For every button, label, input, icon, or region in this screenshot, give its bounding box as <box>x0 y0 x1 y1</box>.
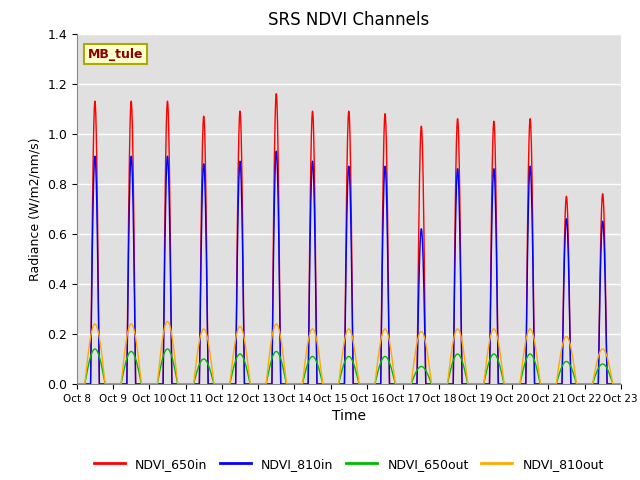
NDVI_810in <box>108 381 116 387</box>
NDVI_650in <box>310 169 318 175</box>
NDVI_650out <box>86 354 94 360</box>
NDVI_810in <box>193 381 201 387</box>
NDVI_810in <box>310 208 318 214</box>
NDVI_650out <box>193 367 201 373</box>
NDVI_650out <box>108 381 116 387</box>
NDVI_810out <box>516 381 524 387</box>
Line: NDVI_810out: NDVI_810out <box>77 322 621 384</box>
Line: NDVI_810in: NDVI_810in <box>77 151 621 384</box>
NDVI_810in <box>86 381 94 387</box>
Line: NDVI_650out: NDVI_650out <box>77 349 621 384</box>
Legend: NDVI_650in, NDVI_810in, NDVI_650out, NDVI_810out: NDVI_650in, NDVI_810in, NDVI_650out, NDV… <box>89 453 609 476</box>
NDVI_810out <box>164 319 172 324</box>
Title: SRS NDVI Channels: SRS NDVI Channels <box>268 11 429 29</box>
NDVI_650in <box>617 381 625 387</box>
NDVI_650out <box>91 346 99 352</box>
NDVI_650in <box>273 91 280 96</box>
NDVI_650out <box>516 381 524 387</box>
NDVI_810in <box>273 148 280 154</box>
Line: NDVI_650in: NDVI_650in <box>77 94 621 384</box>
NDVI_810in <box>617 381 625 387</box>
NDVI_650in <box>516 381 524 387</box>
NDVI_650in <box>86 381 94 387</box>
NDVI_650in <box>260 381 268 387</box>
NDVI_650in <box>193 381 201 387</box>
NDVI_810out <box>260 381 268 387</box>
NDVI_650in <box>108 381 116 387</box>
NDVI_810out <box>617 381 625 387</box>
NDVI_810out <box>310 328 318 334</box>
NDVI_650out <box>310 355 318 360</box>
NDVI_810out <box>73 381 81 387</box>
Text: MB_tule: MB_tule <box>88 48 143 60</box>
X-axis label: Time: Time <box>332 409 366 423</box>
NDVI_650out <box>73 381 81 387</box>
NDVI_810in <box>516 381 524 387</box>
NDVI_810out <box>108 381 116 387</box>
NDVI_810out <box>193 351 201 357</box>
NDVI_650out <box>617 381 625 387</box>
NDVI_810in <box>73 381 81 387</box>
NDVI_650in <box>73 381 81 387</box>
NDVI_810out <box>86 335 94 341</box>
NDVI_650out <box>260 381 268 387</box>
NDVI_810in <box>260 381 268 387</box>
Y-axis label: Radiance (W/m2/nm/s): Radiance (W/m2/nm/s) <box>29 137 42 280</box>
